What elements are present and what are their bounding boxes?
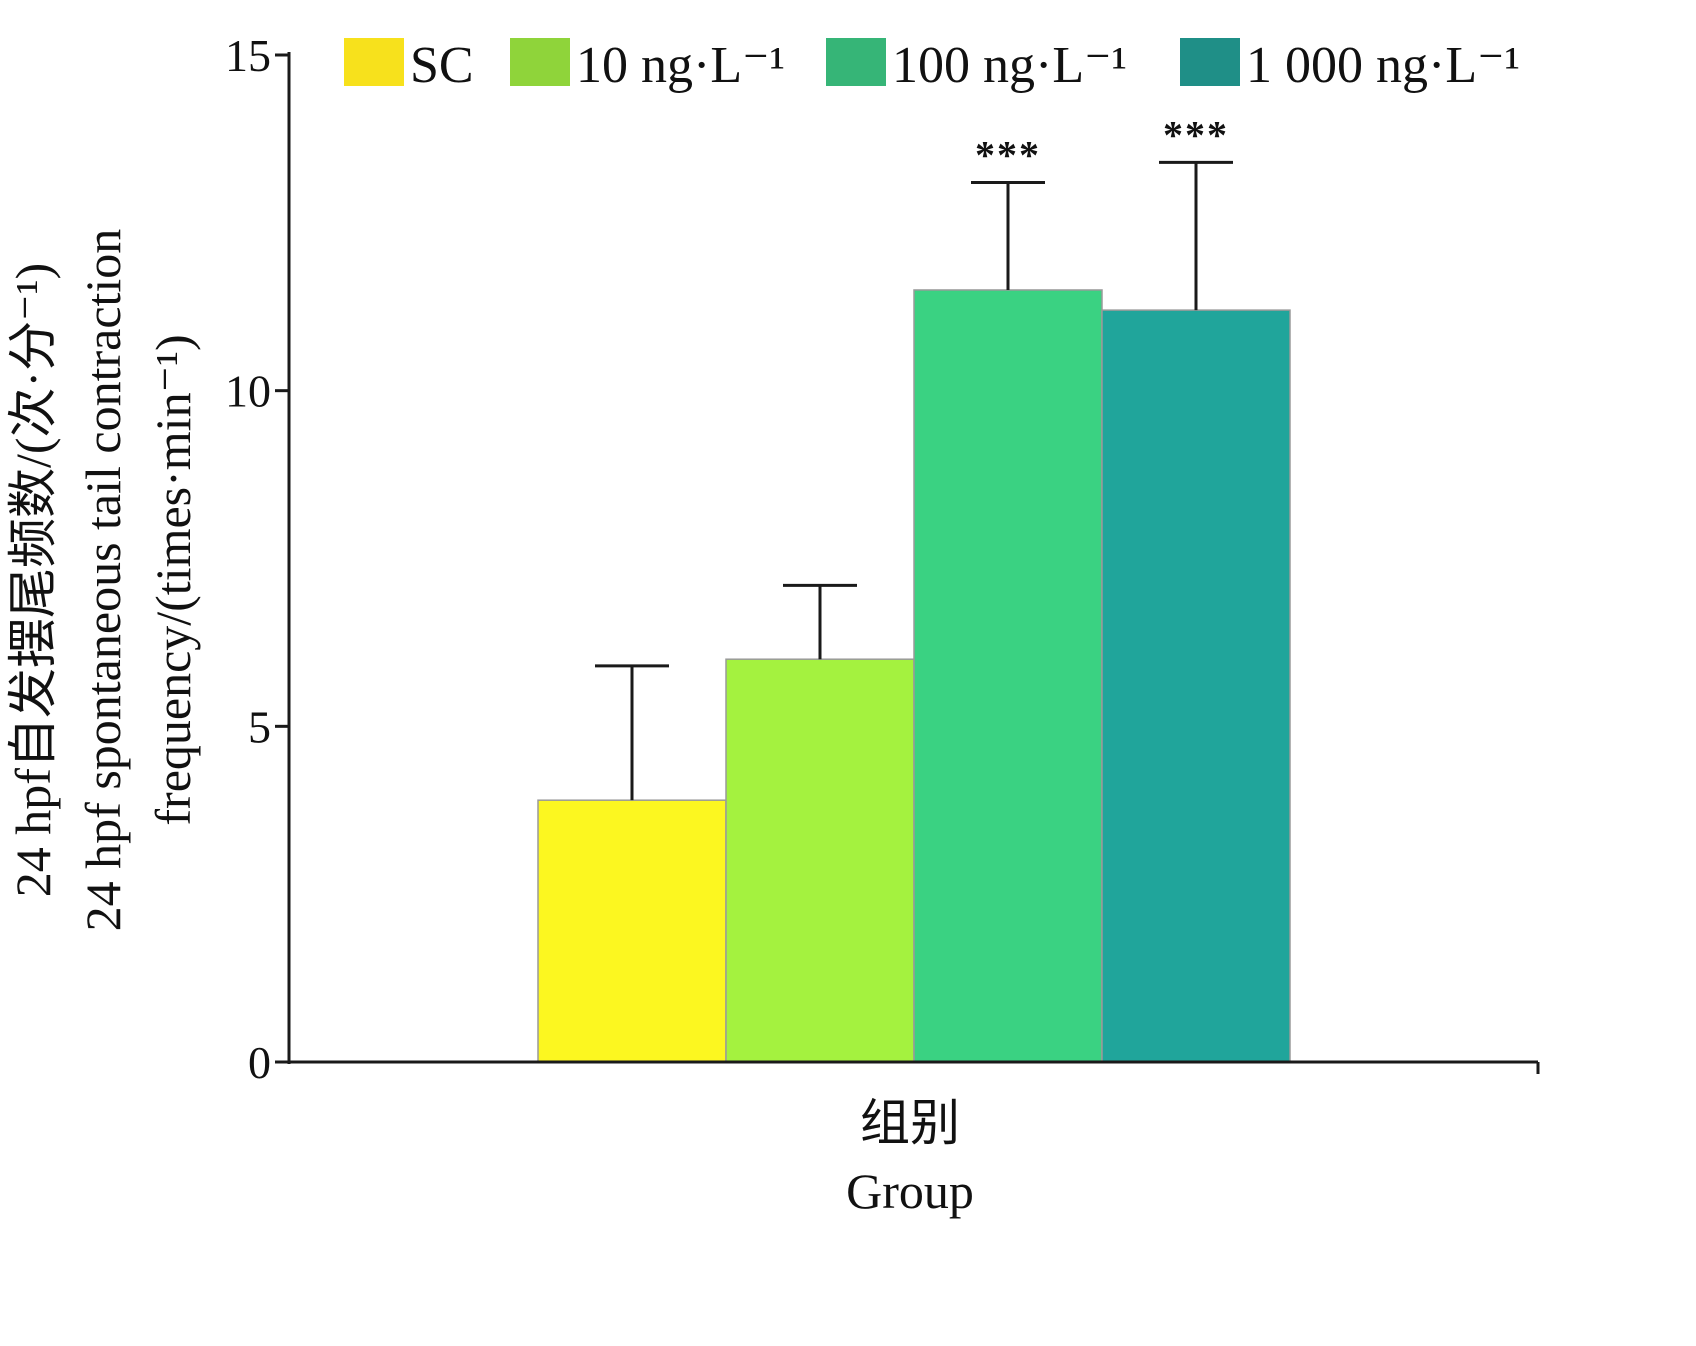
x-axis-title-zh: 组别: [860, 1095, 960, 1151]
y-axis-title-en-line2: frequency/(times·min⁻¹): [145, 334, 201, 825]
legend-label-1: SC: [410, 37, 474, 94]
y-tick-label-15: 15: [225, 30, 271, 81]
bars-layer: [537, 289, 1291, 1063]
y-axis-title-zh: 24 hpf自发摆尾频数/(次·分⁻¹): [5, 263, 61, 897]
x-axis-title-en: Group: [846, 1163, 974, 1219]
bar-4: [1101, 309, 1291, 1063]
legend-swatch-2: [510, 38, 570, 86]
bar-chart: *** *** 0 5 10 15 SC 10 ng·L⁻¹ 100 ng·L⁻¹ 1 000…: [5, 30, 1540, 1219]
significance-label-4: ***: [1163, 112, 1229, 157]
legend-swatch-1: [344, 38, 404, 86]
y-tick-label-10: 10: [225, 366, 271, 417]
bar-3: [913, 289, 1103, 1063]
bar-2: [725, 658, 915, 1063]
axes-layer: 0 5 10 15: [225, 30, 1540, 1088]
bar-1: [537, 799, 727, 1063]
y-tick-label-5: 5: [248, 701, 271, 752]
legend-swatch-4: [1180, 38, 1240, 86]
significance-label-3: ***: [975, 133, 1041, 178]
legend-label-2: 10 ng·L⁻¹: [576, 37, 785, 94]
legend-label-4: 1 000 ng·L⁻¹: [1246, 37, 1520, 94]
legend: SC 10 ng·L⁻¹ 100 ng·L⁻¹ 1 000 ng·L⁻¹: [344, 37, 1520, 94]
legend-swatch-3: [826, 38, 886, 86]
y-tick-label-0: 0: [248, 1037, 271, 1088]
error-bars-layer: *** ***: [595, 112, 1233, 801]
y-axis-title-en-line1: 24 hpf spontaneous tail contraction: [75, 229, 131, 932]
legend-label-3: 100 ng·L⁻¹: [892, 37, 1127, 94]
